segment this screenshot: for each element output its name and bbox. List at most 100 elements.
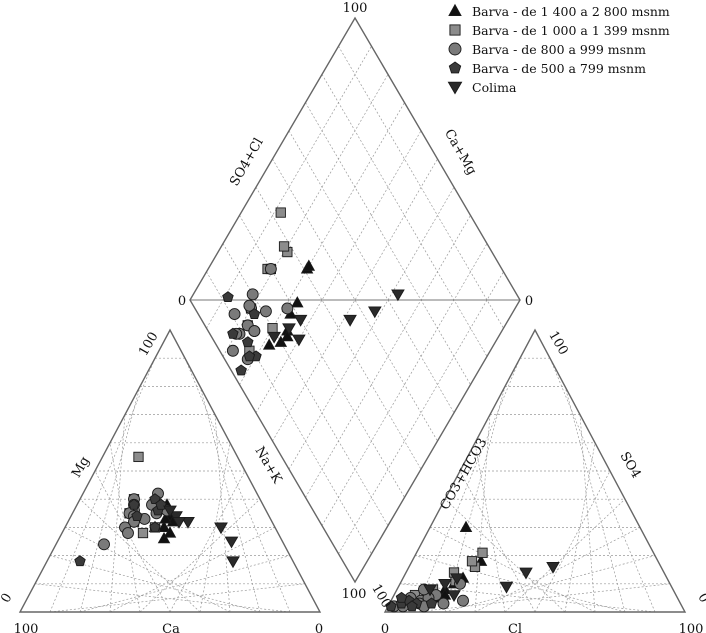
cation-point-s3-10 <box>122 527 134 539</box>
legend-label-1: Barva - de 1 400 a 2 800 msnm <box>472 4 670 19</box>
legend-marker-2 <box>449 24 461 36</box>
series-1 <box>148 259 488 606</box>
cation-point-s5-3 <box>226 556 240 569</box>
cation-point-s1-6 <box>163 526 177 538</box>
diamond-point-s1-4 <box>274 335 288 347</box>
cation-point-s4-7 <box>155 498 167 510</box>
anion-point-s5-2 <box>519 567 533 580</box>
diamond-point-s4-3 <box>235 364 247 376</box>
anion-point-s4-6 <box>406 600 418 612</box>
cation-point-s4-1 <box>128 498 140 510</box>
diamond-point-s4-2 <box>241 336 254 348</box>
anion-point-s2-9 <box>466 556 478 567</box>
cation-bottom-left-label: 100 <box>14 622 39 633</box>
diamond-point-s3-3 <box>264 263 277 275</box>
anion-point-s4-5 <box>425 597 438 609</box>
anion-point-s3-1 <box>437 597 450 610</box>
cation-right-axis-label: Na+K <box>252 444 285 486</box>
anion-top-label: 100 <box>545 329 570 358</box>
cation-point-s4-2 <box>149 493 161 505</box>
anion-point-s4-7 <box>395 591 408 603</box>
legend-marker-5 <box>447 81 463 95</box>
diamond-outline <box>189 16 521 584</box>
cation-point-s3-12 <box>98 538 110 551</box>
anion-left-axis-label: CO3+HCO3 <box>437 436 490 513</box>
diamond-point-s4-1 <box>227 327 239 339</box>
cation-point-s1-7 <box>159 512 172 524</box>
anion-point-s5-3 <box>546 562 560 574</box>
cation-point-s2-8 <box>137 527 149 539</box>
cation-point-s4-6 <box>149 521 161 533</box>
legend: Barva - de 1 400 a 2 800 msnm Barva - de … <box>447 3 670 95</box>
cation-point-s2-1 <box>133 451 144 463</box>
legend-marker-1 <box>448 3 462 16</box>
diamond-point-s2-1 <box>275 207 286 218</box>
diamond-point-s5-7 <box>267 331 281 344</box>
anion-point-s5-4 <box>447 590 461 602</box>
anion-bottom-left-label: 0 <box>381 622 389 633</box>
anion-point-s3-13 <box>457 594 469 607</box>
anion-point-s5-6 <box>450 573 464 586</box>
diamond-point-s5-3 <box>391 289 405 302</box>
cation-point-s4-5 <box>131 510 143 522</box>
anion-point-s2-1 <box>477 547 488 558</box>
diamond-upper-right-axis-label: Ca+Mg <box>441 127 479 178</box>
cation-triangle-outline <box>18 328 322 613</box>
legend-label-3: Barva - de 800 a 999 msnm <box>472 42 646 57</box>
cation-bottom-right-label: 0 <box>315 622 323 633</box>
cation-point-s5-1 <box>214 522 228 535</box>
series-5 <box>163 289 560 602</box>
diamond-point-s3-13 <box>281 302 294 315</box>
diamond-point-s3-2 <box>246 288 259 301</box>
cation-left-corner-label: 0 <box>0 591 16 606</box>
anion-point-s5-7 <box>423 584 437 597</box>
cation-top-label: 100 <box>136 330 161 359</box>
anion-right-axis-label: SO4 <box>617 449 644 481</box>
legend-marker-4 <box>448 61 462 74</box>
diamond-point-s1-2 <box>291 296 304 308</box>
anion-point-s5-5 <box>438 578 452 591</box>
cation-bottom-axis-label: Ca <box>162 622 180 633</box>
diamond-point-s5-1 <box>343 314 357 327</box>
legend-marker-3 <box>448 42 462 56</box>
diamond-point-s3-1 <box>259 305 272 318</box>
diamond-point-s1-8 <box>302 259 316 271</box>
series-4 <box>74 291 438 612</box>
diamond-point-s2-7 <box>267 323 278 334</box>
cation-point-s5-2 <box>224 536 239 549</box>
diamond-point-s4-7 <box>243 350 256 362</box>
diamond-point-s1-7 <box>262 338 276 350</box>
diamond-top-label: 100 <box>343 1 368 16</box>
cation-point-s4-4 <box>74 555 86 567</box>
cation-right-corner-label: 100 <box>342 587 367 602</box>
data-points <box>74 207 560 613</box>
legend-label-5: Colima <box>472 80 517 95</box>
cation-point-s1-3 <box>157 520 171 532</box>
cation-point-s5-4 <box>181 516 195 529</box>
cation-left-axis-label: Mg <box>69 454 93 480</box>
anion-right-corner-label: 0 <box>694 591 706 606</box>
cation-point-s5-6 <box>172 516 186 529</box>
diamond-point-s1-6 <box>281 329 294 342</box>
diamond-right-label: 0 <box>525 294 533 309</box>
diamond-point-s3-6 <box>243 299 256 312</box>
diamond-point-s5-6 <box>293 314 308 327</box>
diamond-point-s4-4 <box>222 291 234 303</box>
diamond-upper-left-axis-label: SO4+Cl <box>227 136 266 189</box>
anion-triangle-grid <box>399 357 671 613</box>
diamond-point-s3-12 <box>228 308 241 321</box>
anion-triangle-outline <box>383 328 687 613</box>
anion-point-s5-1 <box>499 581 514 594</box>
diamond-point-s5-2 <box>368 306 382 319</box>
anion-point-s1-8 <box>459 520 473 532</box>
diamond-point-s5-4 <box>292 334 306 347</box>
legend-label-4: Barva - de 500 a 799 msnm <box>472 61 646 76</box>
diamond-left-label: 0 <box>178 294 186 309</box>
anion-bottom-right-label: 100 <box>679 622 704 633</box>
diamond-grid <box>206 46 504 554</box>
legend-label-2: Barva - de 1 000 a 1 399 msnm <box>472 23 670 38</box>
anion-point-s4-3 <box>385 600 397 612</box>
cation-triangle-grid <box>34 357 306 613</box>
diamond-point-s3-8 <box>226 344 239 357</box>
